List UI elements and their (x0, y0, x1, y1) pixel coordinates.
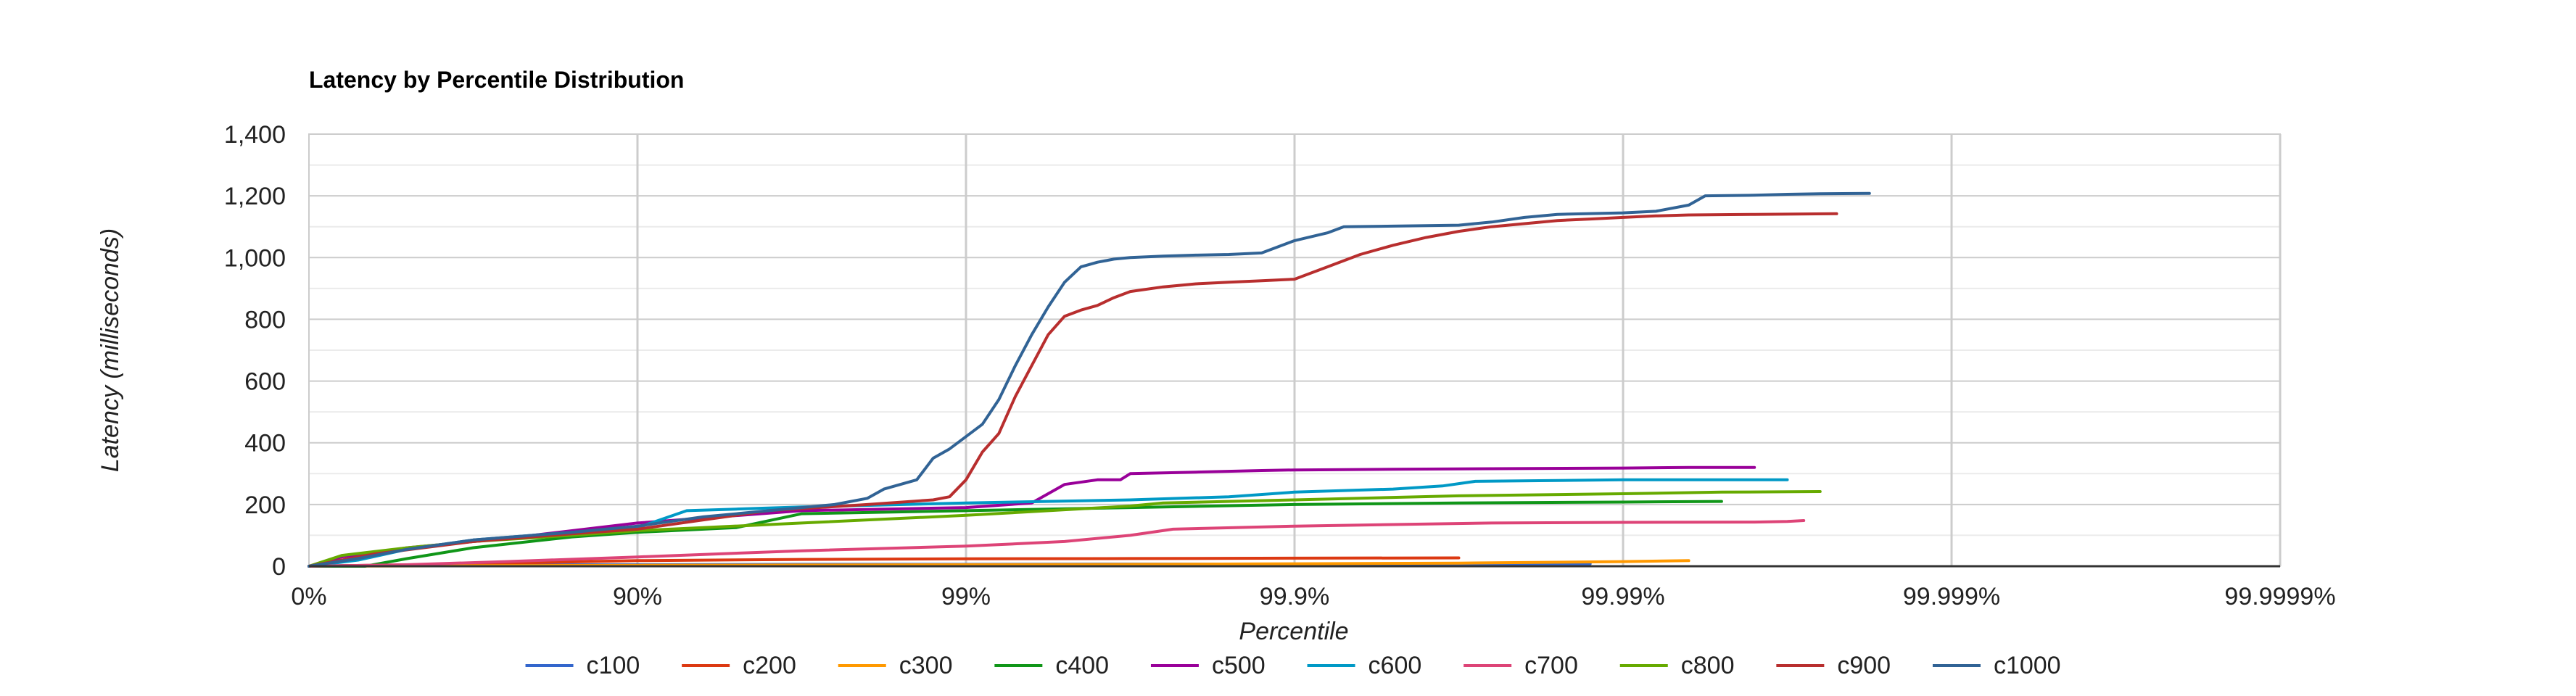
series-line-c1000 (307, 191, 1871, 568)
legend-item-c900: c900 (1776, 652, 1891, 679)
grid (308, 133, 2282, 567)
y-tick-label: 1,400 (224, 121, 286, 149)
y-tick-label: 400 (244, 430, 286, 457)
legend-item-c700: c700 (1464, 652, 1578, 679)
legend-label: c300 (899, 652, 953, 679)
x-tick-label: 0% (291, 583, 326, 610)
x-tick-label: 99.99% (1581, 583, 1664, 610)
legend-item-c800: c800 (1619, 652, 1735, 679)
y-tick-label: 1,000 (224, 244, 286, 272)
x-axis-title: Percentile (1239, 618, 1348, 645)
x-tick-label: 99.999% (1903, 583, 2000, 610)
legend-item-c500: c500 (1150, 652, 1266, 679)
legend-label: c400 (1055, 652, 1109, 679)
y-tick-label: 1,200 (224, 183, 286, 210)
legend-label: c1000 (1994, 652, 2061, 679)
legend-label: c200 (743, 652, 796, 679)
legend-item-c600: c600 (1307, 652, 1422, 679)
series-line-c400 (307, 500, 1723, 568)
legend-label: c700 (1524, 652, 1578, 679)
axes: 0 200 400 600 800 1,000 1,200 1,400 0% 90% 99% 99.9… (224, 121, 2336, 610)
legend-item-c1000: c1000 (1932, 652, 2061, 679)
y-tick-label: 200 (244, 492, 286, 519)
y-tick-label: 0 (272, 553, 286, 581)
series-line-c700 (307, 519, 1806, 568)
y-tick-label: 800 (244, 306, 286, 334)
series-line-c900 (307, 212, 1838, 568)
y-axis-title: Latency (milliseconds) (96, 228, 124, 472)
legend-label: c600 (1368, 652, 1422, 679)
y-tick-label: 600 (244, 368, 286, 396)
chart-title: Latency by Percentile Distribution (309, 67, 684, 93)
x-tick-label: 99.9% (1260, 583, 1329, 610)
legend-item-c400: c400 (994, 652, 1109, 679)
x-tick-label: 99.9999% (2224, 583, 2335, 610)
legend-label: c100 (587, 652, 640, 679)
x-tick-label: 99% (941, 583, 991, 610)
legend-item-c300: c300 (838, 652, 953, 679)
legend: c100 c200 c300 c400 c500 c600 c700 c800 c900 c100… (525, 652, 2061, 679)
legend-item-c200: c200 (682, 652, 796, 679)
legend-label: c900 (1837, 652, 1891, 679)
legend-label: c800 (1681, 652, 1735, 679)
x-tick-label: 90% (613, 583, 662, 610)
legend-label: c500 (1212, 652, 1266, 679)
legend-item-c100: c100 (525, 652, 640, 679)
